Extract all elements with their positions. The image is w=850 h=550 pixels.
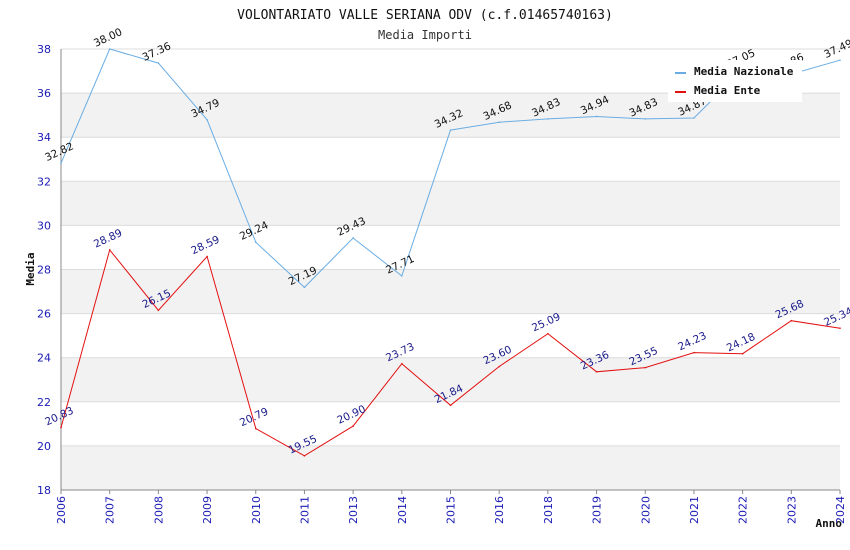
data-label-media-nazionale: 37.36 [141,40,174,64]
data-point-media-ente [352,425,354,427]
y-tick-label: 26 [37,308,51,321]
data-point-media-ente [839,327,841,329]
data-label-media-nazionale: 37.49 [822,37,850,61]
grid-band [61,269,840,314]
x-tick-label: 2016 [493,496,506,524]
data-point-media-nazionale [303,286,306,289]
y-tick-label: 34 [37,131,51,144]
data-point-media-ente [595,371,598,373]
data-point-media-nazionale [547,118,549,120]
data-point-media-nazionale [595,115,598,118]
data-label-media-ente: 25.09 [530,311,562,335]
data-point-media-nazionale [644,118,647,120]
x-tick-label: 2022 [737,496,750,524]
legend-box [668,60,802,102]
data-point-media-ente [401,362,403,365]
y-tick-label: 30 [37,219,51,232]
data-point-media-ente [498,365,500,368]
data-point-media-nazionale [157,62,160,64]
x-tick-label: 2019 [591,496,604,524]
data-point-media-ente [206,255,208,258]
data-label-media-ente: 20.79 [238,406,270,430]
legend-label-media-ente: Media Ente [694,84,761,97]
data-point-media-ente [547,332,549,335]
legend-label-media-nazionale: Media Nazionale [694,65,794,78]
x-tick-label: 2020 [639,496,652,524]
grid-band [61,445,840,490]
chart-subtitle: Media Importi [378,28,472,42]
x-tick-label: 2023 [785,496,798,524]
data-point-media-nazionale [839,59,841,62]
x-tick-label: 2009 [201,496,214,524]
data-point-media-nazionale [401,275,403,277]
data-point-media-nazionale [352,237,354,239]
x-tick-label: 2024 [834,496,847,524]
x-tick-label: 2011 [298,496,311,524]
grid-bands [61,93,840,490]
x-tick-label: 2007 [104,496,117,524]
x-tick-label: 2006 [55,496,68,524]
axes [60,49,841,494]
x-tick-label: 2018 [542,496,555,524]
data-point-media-ente [60,426,62,429]
y-tick-labels: 18 20 22 24 26 28 30 32 34 36 38 [37,43,51,497]
legend: Media Nazionale Media Ente [668,60,802,102]
x-tick-label: 2014 [396,496,409,524]
y-tick-label: 18 [37,484,51,497]
data-label-media-ente: 28.59 [189,234,221,258]
data-point-media-ente [157,309,160,312]
data-point-media-ente [254,427,257,430]
y-tick-label: 20 [37,440,51,453]
y-tick-label: 38 [37,43,51,56]
y-tick-label: 32 [37,175,51,188]
data-label-media-ente: 24.18 [725,331,757,355]
grid-band [61,357,840,402]
data-point-media-nazionale [449,129,452,131]
data-label-media-ente: 28.89 [92,227,124,251]
y-tick-label: 24 [37,352,51,365]
grid-lines [61,48,840,491]
data-point-media-nazionale [693,117,695,119]
data-point-media-ente [790,319,793,322]
y-tick-label: 28 [37,264,51,277]
data-point-media-ente [108,249,111,251]
data-point-media-ente [449,404,452,407]
x-tick-label: 2015 [445,496,458,524]
data-point-media-ente [303,455,306,457]
data-point-media-nazionale [60,162,62,165]
grid-band [61,181,840,226]
y-axis-label: Media [24,252,37,285]
data-label-media-ente: 20.90 [335,403,367,427]
y-tick-label: 36 [37,87,51,100]
x-tick-label: 2013 [347,496,360,524]
data-point-media-nazionale [108,48,111,50]
data-point-media-ente [741,352,744,355]
data-point-media-nazionale [498,121,500,124]
x-tick-labels: 2006 2007 2008 2009 2010 2011 2013 2014 2015 2016… [55,496,847,524]
data-label-media-nazionale: 38.00 [92,26,124,50]
data-point-media-nazionale [254,241,257,243]
x-axis-label: Anno [816,517,843,530]
data-point-media-ente [644,366,647,369]
chart-title: VOLONTARIATO VALLE SERIANA ODV (c.f.0146… [237,8,613,23]
y-tick-label: 22 [37,396,51,409]
data-point-media-ente [693,351,695,354]
x-tick-label: 2021 [688,496,701,524]
x-tick-label: 2008 [152,496,165,524]
data-point-media-nazionale [206,118,208,121]
data-label-media-ente: 24.23 [676,330,708,354]
x-tick-label: 2010 [250,496,263,524]
